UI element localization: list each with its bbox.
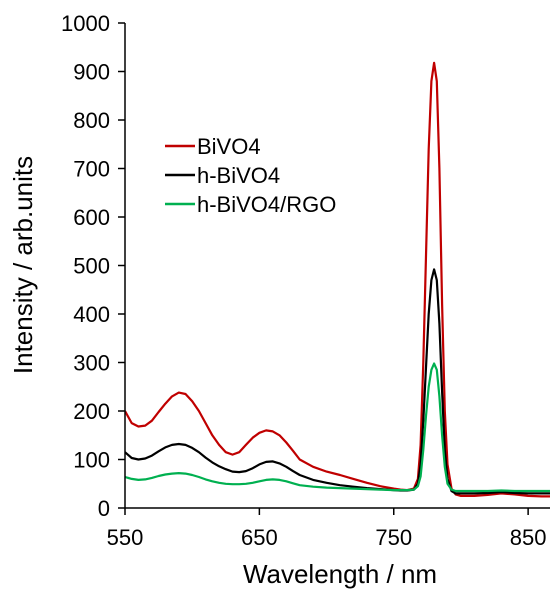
series-layer xyxy=(125,61,550,498)
y-tick-label: 500 xyxy=(73,254,110,279)
y-tick-label: 700 xyxy=(73,157,110,182)
y-tick-label: 400 xyxy=(73,302,110,327)
y-ticks: 0 100 200 300 400 500 600 700 800 900 1000 xyxy=(61,11,125,521)
y-tick-label: 200 xyxy=(73,399,110,424)
x-ticks: 550 650 750 850 xyxy=(107,508,547,550)
x-tick-label: 850 xyxy=(510,525,547,550)
series-line-3 xyxy=(125,362,550,493)
y-axis-title: Intensity / arb.units xyxy=(8,156,38,374)
y-tick-label: 900 xyxy=(73,60,110,85)
x-axis-title: Wavelength / nm xyxy=(243,559,437,589)
y-tick-label: 300 xyxy=(73,351,110,376)
x-tick-label: 650 xyxy=(241,525,278,550)
y-tick-label: 100 xyxy=(73,448,110,473)
y-tick-label: 600 xyxy=(73,205,110,230)
y-tick-label: 1000 xyxy=(61,11,110,36)
series-line-2 xyxy=(125,268,550,495)
legend-label-1: BiVO4 xyxy=(197,134,261,159)
series-line-1 xyxy=(125,61,550,498)
x-tick-label: 750 xyxy=(375,525,412,550)
legend-label-2: h-BiVO4 xyxy=(197,163,280,188)
y-tick-label: 800 xyxy=(73,108,110,133)
legend: BiVO4 h-BiVO4 h-BiVO4/RGO xyxy=(165,134,336,217)
x-tick-label: 550 xyxy=(107,525,144,550)
legend-label-3: h-BiVO4/RGO xyxy=(197,192,336,217)
y-tick-label: 0 xyxy=(98,496,110,521)
